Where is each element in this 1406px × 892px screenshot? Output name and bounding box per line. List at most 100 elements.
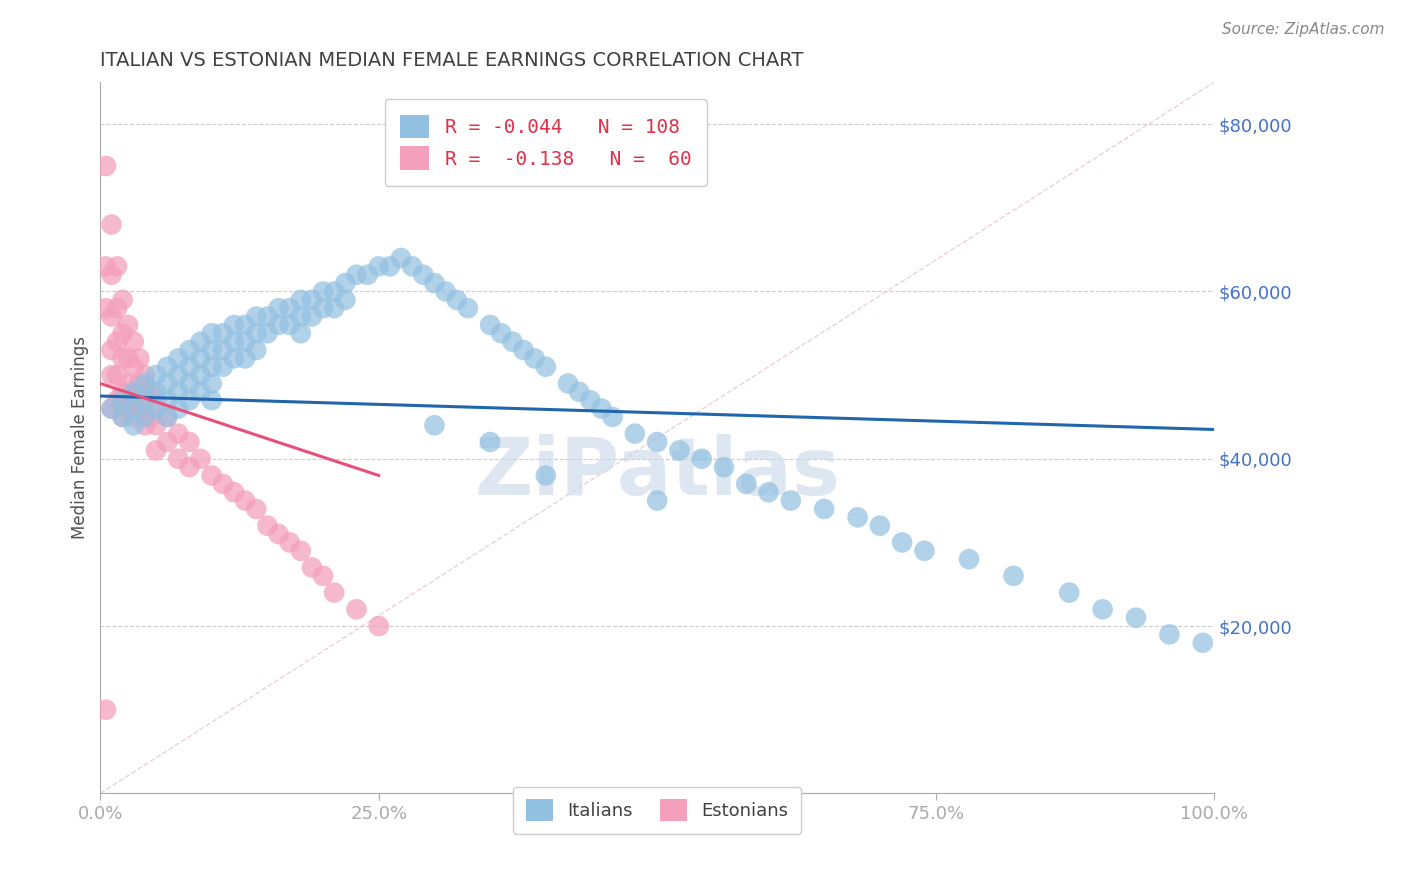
Point <box>891 535 914 549</box>
Point <box>346 602 368 616</box>
Point <box>111 351 134 366</box>
Point <box>301 310 323 324</box>
Point <box>245 310 267 324</box>
Point <box>312 285 335 299</box>
Point <box>100 401 122 416</box>
Point <box>389 251 412 265</box>
Point <box>117 351 139 366</box>
Point <box>94 260 117 274</box>
Point <box>423 276 446 290</box>
Point <box>156 376 179 391</box>
Point <box>105 260 128 274</box>
Point <box>179 460 201 475</box>
Point <box>534 359 557 374</box>
Point <box>100 343 122 357</box>
Point <box>122 334 145 349</box>
Point <box>278 318 301 332</box>
Point <box>534 468 557 483</box>
Point <box>128 376 150 391</box>
Legend: Italians, Estonians: Italians, Estonians <box>513 787 801 834</box>
Point <box>412 268 434 282</box>
Point <box>1191 636 1213 650</box>
Point <box>201 468 224 483</box>
Point <box>323 585 346 599</box>
Point <box>568 384 591 399</box>
Point <box>602 409 624 424</box>
Point <box>105 368 128 383</box>
Point <box>167 351 190 366</box>
Point <box>245 326 267 341</box>
Point <box>290 326 312 341</box>
Point <box>100 401 122 416</box>
Point <box>367 619 389 633</box>
Point <box>501 334 523 349</box>
Point <box>111 293 134 307</box>
Point <box>1159 627 1181 641</box>
Point <box>122 384 145 399</box>
Point <box>211 343 233 357</box>
Point <box>111 409 134 424</box>
Point <box>869 518 891 533</box>
Point <box>290 543 312 558</box>
Point <box>624 426 647 441</box>
Point <box>190 334 212 349</box>
Point <box>523 351 546 366</box>
Point <box>117 318 139 332</box>
Point <box>128 401 150 416</box>
Point <box>346 268 368 282</box>
Point <box>1002 569 1025 583</box>
Point <box>145 443 167 458</box>
Point <box>145 401 167 416</box>
Point <box>233 334 256 349</box>
Point <box>1057 585 1080 599</box>
Point <box>100 218 122 232</box>
Point <box>591 401 613 416</box>
Point <box>201 376 224 391</box>
Point <box>134 368 156 383</box>
Point <box>713 460 735 475</box>
Point <box>256 310 278 324</box>
Point <box>122 384 145 399</box>
Point <box>117 401 139 416</box>
Point <box>423 418 446 433</box>
Point <box>94 301 117 316</box>
Text: ZiPatlas: ZiPatlas <box>474 434 841 512</box>
Point <box>211 326 233 341</box>
Point <box>645 493 668 508</box>
Point <box>156 409 179 424</box>
Point <box>367 260 389 274</box>
Point <box>312 301 335 316</box>
Point <box>128 351 150 366</box>
Point <box>122 418 145 433</box>
Point <box>278 301 301 316</box>
Y-axis label: Median Female Earnings: Median Female Earnings <box>72 336 89 540</box>
Point <box>446 293 468 307</box>
Point <box>201 343 224 357</box>
Point <box>479 435 502 450</box>
Point <box>145 418 167 433</box>
Point <box>201 359 224 374</box>
Point <box>167 426 190 441</box>
Point <box>156 409 179 424</box>
Point <box>1091 602 1114 616</box>
Point <box>312 569 335 583</box>
Point <box>779 493 801 508</box>
Point <box>179 435 201 450</box>
Point <box>134 418 156 433</box>
Point <box>156 435 179 450</box>
Point <box>335 276 357 290</box>
Point <box>301 560 323 574</box>
Point <box>267 527 290 541</box>
Point <box>94 703 117 717</box>
Point <box>245 502 267 516</box>
Point <box>267 301 290 316</box>
Point <box>479 318 502 332</box>
Point <box>579 393 602 408</box>
Point <box>190 451 212 466</box>
Point <box>122 359 145 374</box>
Point <box>100 368 122 383</box>
Point <box>267 318 290 332</box>
Point <box>233 351 256 366</box>
Point <box>145 368 167 383</box>
Point <box>222 334 245 349</box>
